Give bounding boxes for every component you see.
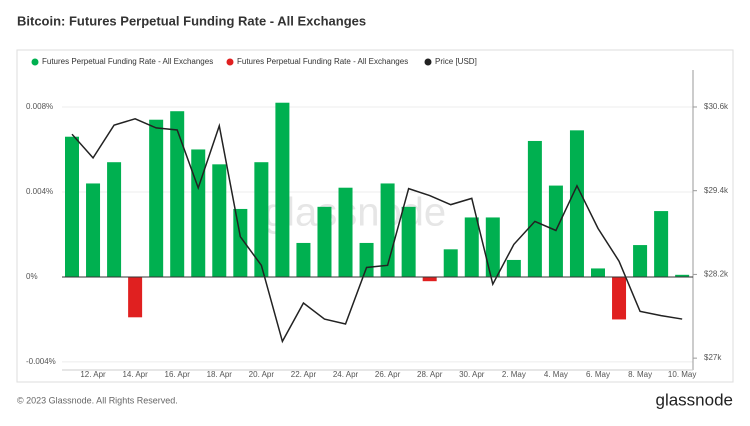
bar xyxy=(65,136,79,277)
bar xyxy=(107,162,122,277)
y2-tick-label: $30.6k xyxy=(704,102,729,111)
bar xyxy=(569,130,584,277)
x-tick-label: 12. Apr xyxy=(80,370,106,379)
bar xyxy=(359,242,374,277)
bar xyxy=(633,245,648,277)
x-tick-label: 8. May xyxy=(628,370,652,379)
chart-frame xyxy=(16,49,734,383)
bar xyxy=(170,111,185,277)
y-tick-label: 0.004% xyxy=(26,187,53,196)
bar xyxy=(464,217,479,277)
x-tick-label: 26. Apr xyxy=(375,370,401,379)
bar xyxy=(527,140,542,277)
bar xyxy=(149,119,164,277)
x-tick-label: 2. May xyxy=(502,370,526,379)
x-tick-label: 10. May xyxy=(668,370,696,379)
y-tick-label: 0.008% xyxy=(26,102,53,111)
bar xyxy=(296,242,311,277)
x-tick-label: 24. Apr xyxy=(333,370,359,379)
y2-tick-label: $29.4k xyxy=(704,186,729,195)
bar xyxy=(401,206,416,277)
x-tick-label: 20. Apr xyxy=(249,370,275,379)
bar xyxy=(675,274,690,277)
bar xyxy=(338,187,353,277)
x-tick-label: 22. Apr xyxy=(291,370,317,379)
y-tick-label: -0.004% xyxy=(26,357,56,366)
bar xyxy=(443,249,458,277)
x-tick-label: 4. May xyxy=(544,370,568,379)
chart-title: Bitcoin: Futures Perpetual Funding Rate … xyxy=(17,13,366,28)
logo: glassnode xyxy=(655,390,733,409)
bar xyxy=(254,162,269,277)
legend-label: Price [USD] xyxy=(435,57,477,66)
x-tick-label: 18. Apr xyxy=(207,370,233,379)
legend-label: Futures Perpetual Funding Rate - All Exc… xyxy=(42,57,213,66)
bar xyxy=(86,183,101,277)
legend-marker xyxy=(31,58,39,66)
x-tick-label: 30. Apr xyxy=(459,370,485,379)
bar xyxy=(506,259,521,277)
bar xyxy=(591,268,605,277)
price-line xyxy=(71,118,683,344)
bar xyxy=(422,276,437,282)
bar xyxy=(191,149,206,277)
x-tick-label: 28. Apr xyxy=(417,370,443,379)
x-tick-label: 6. May xyxy=(586,370,610,379)
bar xyxy=(128,276,143,318)
y-tick-label: 0% xyxy=(26,272,38,281)
watermark: glassnode xyxy=(264,191,446,235)
bar xyxy=(275,102,290,277)
bar xyxy=(654,211,669,277)
bar xyxy=(233,208,248,277)
bar xyxy=(317,206,332,277)
y2-tick-label: $27k xyxy=(704,353,722,362)
bar xyxy=(212,164,227,277)
footer: © 2023 Glassnode. All Rights Reserved. xyxy=(17,395,178,405)
bar xyxy=(485,217,500,277)
legend-marker xyxy=(424,58,432,66)
y2-tick-label: $28.2k xyxy=(704,270,729,279)
x-tick-label: 14. Apr xyxy=(122,370,148,379)
legend-marker xyxy=(226,58,234,66)
x-tick-label: 16. Apr xyxy=(165,370,191,379)
legend-label: Futures Perpetual Funding Rate - All Exc… xyxy=(237,57,408,66)
bar xyxy=(612,276,627,320)
